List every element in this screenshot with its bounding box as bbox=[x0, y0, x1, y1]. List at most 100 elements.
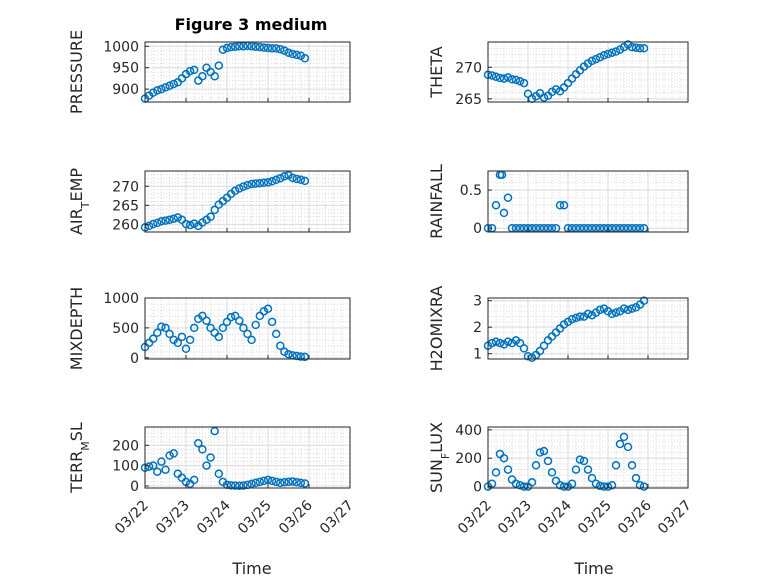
y-axis-label: TERRMSL bbox=[67, 422, 92, 494]
data-point bbox=[259, 43, 269, 52]
data-point bbox=[276, 45, 285, 54]
y-axis-label: MIXDEPTH bbox=[67, 287, 86, 370]
data-point bbox=[595, 305, 605, 315]
data-point bbox=[263, 43, 273, 53]
data-point bbox=[292, 50, 301, 60]
data-point bbox=[148, 334, 158, 343]
data-point bbox=[235, 42, 244, 51]
data-point bbox=[292, 478, 301, 487]
data-point bbox=[551, 476, 561, 486]
data-point bbox=[491, 72, 501, 81]
data-point bbox=[153, 467, 162, 476]
y-tick-label: 265 bbox=[112, 198, 139, 214]
data-point bbox=[267, 44, 277, 53]
data-point bbox=[639, 296, 649, 305]
data-point bbox=[271, 175, 281, 185]
data-point bbox=[587, 473, 597, 483]
data-point bbox=[575, 455, 585, 464]
x-tick-label: 03/26 bbox=[615, 497, 655, 537]
data-point bbox=[263, 475, 273, 485]
data-point bbox=[161, 83, 170, 92]
data-point bbox=[230, 42, 240, 51]
data-point bbox=[267, 476, 277, 486]
data-point bbox=[515, 338, 525, 348]
data-point bbox=[280, 172, 289, 181]
data-point bbox=[148, 88, 158, 97]
data-point bbox=[259, 476, 269, 486]
data-point bbox=[173, 338, 183, 348]
data-point bbox=[495, 73, 505, 83]
subplot-4: 0 500 1000 MIXDEPTH bbox=[67, 287, 351, 370]
data-point bbox=[296, 478, 306, 488]
data-point bbox=[635, 480, 645, 490]
data-point bbox=[157, 84, 166, 94]
y-axis-label: RAINFALL bbox=[427, 164, 446, 239]
data-point bbox=[491, 201, 501, 210]
x-tick-label: 03/22 bbox=[455, 498, 495, 538]
data-point bbox=[210, 72, 219, 81]
data-point bbox=[214, 469, 224, 479]
data-point bbox=[189, 475, 199, 485]
subplot-0: 900 950 1000 PRESSURE bbox=[67, 30, 351, 114]
data-point bbox=[198, 72, 207, 81]
x-tick-label: 03/26 bbox=[276, 497, 316, 537]
data-point bbox=[185, 66, 195, 76]
data-point bbox=[523, 352, 533, 361]
data-point bbox=[226, 481, 236, 490]
data-point bbox=[202, 316, 211, 325]
data-point bbox=[559, 201, 569, 210]
data-point bbox=[284, 48, 293, 57]
data-point bbox=[153, 218, 162, 228]
data-point bbox=[198, 445, 207, 454]
data-point bbox=[495, 449, 505, 459]
data-point bbox=[247, 335, 256, 345]
data-point bbox=[243, 180, 252, 190]
data-point bbox=[239, 42, 248, 51]
axes-box bbox=[144, 41, 351, 103]
data-point bbox=[247, 179, 256, 189]
data-point bbox=[189, 65, 199, 75]
data-point bbox=[603, 482, 613, 491]
data-point bbox=[631, 473, 641, 483]
data-point bbox=[595, 481, 605, 491]
x-tick-label: 03/23 bbox=[153, 498, 193, 538]
data-point bbox=[230, 481, 240, 490]
data-point bbox=[595, 52, 605, 62]
data-point bbox=[555, 480, 565, 490]
data-point bbox=[222, 317, 232, 327]
data-point bbox=[296, 175, 306, 185]
data-point bbox=[639, 44, 649, 53]
data-point bbox=[161, 323, 170, 333]
data-point bbox=[635, 44, 645, 53]
data-point bbox=[567, 479, 577, 488]
data-point bbox=[251, 478, 260, 488]
data-point bbox=[165, 81, 174, 90]
y-tick-label: 0 bbox=[130, 479, 139, 495]
data-point bbox=[198, 311, 207, 321]
x-axis-label-right: Time bbox=[573, 559, 613, 578]
data-point bbox=[230, 311, 240, 321]
data-point bbox=[535, 346, 545, 356]
data-point bbox=[185, 335, 195, 345]
y-tick-label: 950 bbox=[112, 61, 139, 77]
data-point bbox=[567, 314, 577, 324]
data-point bbox=[263, 178, 273, 187]
data-point bbox=[491, 468, 501, 477]
data-point bbox=[288, 477, 297, 486]
data-point bbox=[157, 322, 166, 331]
axes-box bbox=[487, 426, 689, 489]
data-point bbox=[551, 85, 561, 94]
data-point bbox=[503, 465, 513, 474]
data-point bbox=[535, 448, 545, 457]
data-point bbox=[276, 341, 285, 351]
data-point bbox=[575, 312, 585, 321]
data-point bbox=[271, 329, 281, 339]
data-point bbox=[157, 457, 166, 466]
y-axis-label: AIRTEMP bbox=[67, 168, 92, 235]
y-tick-label: 400 bbox=[455, 423, 482, 439]
data-point bbox=[627, 42, 637, 52]
figure-title: Figure 3 medium bbox=[175, 15, 328, 34]
x-tick-label: 03/24 bbox=[535, 497, 575, 537]
data-point bbox=[503, 73, 513, 82]
